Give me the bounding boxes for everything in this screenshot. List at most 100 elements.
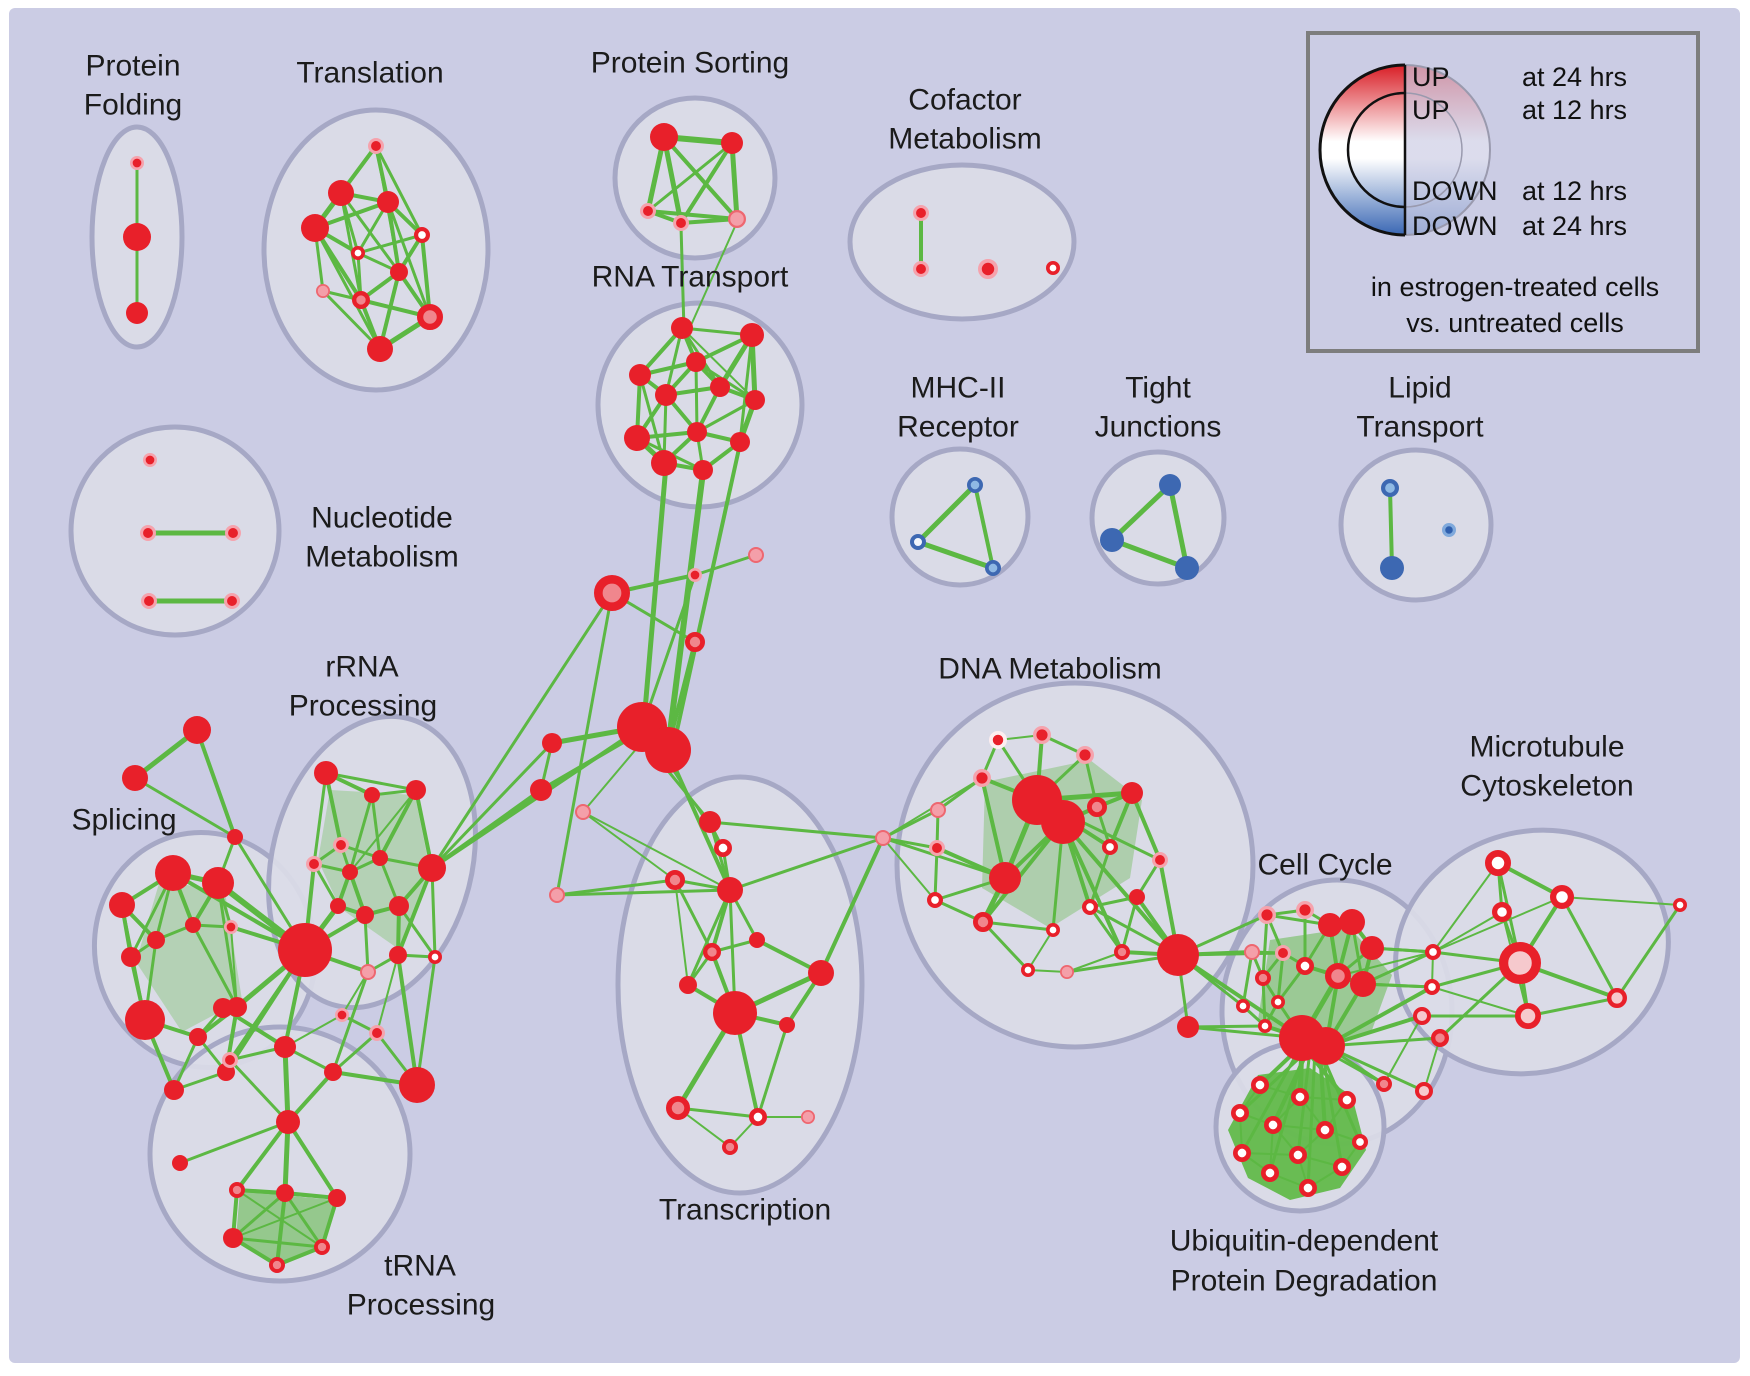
cluster-label-transcription: Transcription <box>659 1194 831 1227</box>
gene-node-splicing <box>147 931 165 949</box>
gene-node-dna-metabolism <box>1045 923 1060 938</box>
gene-node-splicing <box>185 917 201 933</box>
cluster-edge-rna-transport <box>694 360 699 434</box>
inter-cluster-edge <box>430 591 614 870</box>
cluster-label-trna-processing: Processing <box>347 1289 495 1322</box>
inter-cluster-edge <box>396 953 419 1087</box>
gene-node-dna-metabolism <box>1114 943 1131 960</box>
cluster-label-lipid-transport: Lipid <box>1388 372 1451 405</box>
inter-cluster-edge <box>679 224 686 332</box>
cluster-edge-translation <box>420 233 432 319</box>
cluster-edge-cell-cycle <box>1324 985 1434 1048</box>
cluster-ellipse-protein-sorting <box>612 95 778 261</box>
gene-node-dna-metabolism <box>1152 852 1169 869</box>
inter-cluster-edge <box>882 837 936 901</box>
cluster-ellipse-mhc-ii-receptor <box>889 446 1031 588</box>
gene-node-rna-transport <box>693 460 713 480</box>
gene-node-transcription <box>702 942 721 961</box>
gene-node-ubiquitin-dependent-protein-degradation <box>1298 1178 1317 1197</box>
cluster-ellipse-trna-processing <box>147 1024 413 1284</box>
gene-node-rrna-processing <box>389 896 409 916</box>
cluster-edge-rna-transport <box>681 327 756 401</box>
cluster-label-protein-folding: Folding <box>84 89 182 122</box>
cluster-edge-protein-sorting <box>729 140 740 222</box>
gene-node-cell-cycle <box>1244 944 1260 960</box>
cluster-edge-cell-cycle <box>1324 1036 1442 1048</box>
cluster-edge-dna-metabolism <box>1120 895 1139 954</box>
cluster-edge-trna-processing <box>231 1236 324 1249</box>
cluster-label-ubiquitin-dependent-protein-degradation: Ubiquitin-dependent <box>1170 1225 1439 1258</box>
inter-cluster-edge <box>195 728 237 839</box>
gene-node-transcription <box>749 1107 768 1126</box>
cluster-label-dna-metabolism: DNA Metabolism <box>938 653 1161 686</box>
gene-node-lipid-transport <box>1441 522 1456 537</box>
gene-node-lipid-transport <box>1380 479 1399 498</box>
gene-node-dna-metabolism <box>1041 800 1085 844</box>
cluster-label-trna-processing: tRNA <box>384 1250 456 1283</box>
gene-node-translation <box>352 291 371 310</box>
gene-node-rrna-processing <box>356 906 374 924</box>
legend-direction-label: DOWN <box>1412 211 1497 241</box>
gene-node-microtubule-cytoskeleton <box>1498 941 1541 984</box>
cluster-edge-trna-processing <box>282 1044 291 1125</box>
cluster-edge-trna-processing <box>231 1191 287 1240</box>
gene-node-cell-cycle <box>1423 979 1440 996</box>
inter-cluster-edge <box>693 553 758 577</box>
gene-node-translation <box>301 214 329 242</box>
gene-node-transcription <box>713 991 757 1035</box>
gene-node-rrna-processing <box>364 787 380 803</box>
cluster-edge-cell-cycle <box>1261 976 1267 1028</box>
inter-cluster-edge <box>1320 1048 1344 1169</box>
cluster-label-nucleotide-metabolism: Metabolism <box>305 541 458 574</box>
cluster-label-splicing: Splicing <box>71 804 176 837</box>
gene-node-trna-processing <box>274 1036 296 1058</box>
gene-node-trna-processing <box>222 1052 239 1069</box>
cluster-edge-dna-metabolism <box>981 920 1055 932</box>
gene-node-rrna-processing <box>330 898 346 914</box>
cluster-edge-trna-processing <box>283 1191 324 1249</box>
cluster-edge-dna-metabolism <box>981 920 1030 972</box>
gene-node-rrna-processing <box>372 850 388 866</box>
gene-node-dna-metabolism <box>989 862 1021 894</box>
cluster-edge-trna-processing <box>228 1058 290 1124</box>
cluster-edge-splicing <box>191 923 239 1009</box>
gene-node-trna-processing <box>314 1239 331 1256</box>
legend-time-label: at 12 hrs <box>1522 95 1627 125</box>
cluster-edge-cell-cycle <box>1261 913 1269 980</box>
legend-inner-ring <box>1346 91 1406 209</box>
inter-cluster-edge <box>881 836 1007 880</box>
gene-node-translation <box>328 180 354 206</box>
cluster-edge-translation <box>321 289 382 351</box>
gene-node-splicing <box>155 855 191 891</box>
cluster-edge-protein-sorting <box>662 135 739 221</box>
cluster-edge-rrna-processing <box>312 862 340 908</box>
cluster-label-ubiquitin-dependent-protein-degradation: Protein Degradation <box>1171 1265 1438 1298</box>
gene-node-trna-processing <box>276 1110 300 1134</box>
gene-node-connector <box>549 887 565 903</box>
gene-node-translation <box>367 336 393 362</box>
cluster-label-mhc-ii-receptor: Receptor <box>897 411 1019 444</box>
gene-node-cell-cycle <box>1424 944 1441 961</box>
gene-node-mhc-ii-receptor <box>985 560 1002 577</box>
gene-node-rna-transport <box>687 422 707 442</box>
gene-node-cell-cycle <box>1270 995 1285 1010</box>
gene-node-dna-metabolism <box>1060 965 1074 979</box>
gene-node-microtubule-cytoskeleton <box>1549 884 1574 909</box>
inter-cluster-edge <box>1238 1048 1310 1115</box>
gene-node-protein-folding <box>126 302 148 324</box>
gene-node-dna-metabolism <box>1121 782 1143 804</box>
gene-node-cell-cycle <box>1318 913 1342 937</box>
cluster-edge-mhc-ii-receptor <box>915 482 978 545</box>
gene-node-rna-transport <box>671 317 693 339</box>
gene-node-trna-processing <box>228 1182 245 1199</box>
gene-node-transcription <box>714 839 733 858</box>
gene-node-rrna-processing <box>314 761 338 785</box>
gene-node-cell-cycle <box>1307 1027 1345 1065</box>
cluster-edge-microtubule-cytoskeleton <box>1526 996 1619 1018</box>
cluster-edge-rrna-processing <box>312 771 328 866</box>
legend-direction-label: DOWN <box>1412 176 1497 206</box>
inter-cluster-edge <box>582 811 731 891</box>
inter-cluster-edge <box>728 836 885 892</box>
cluster-edge-microtubule-cytoskeleton <box>1615 903 1682 1000</box>
